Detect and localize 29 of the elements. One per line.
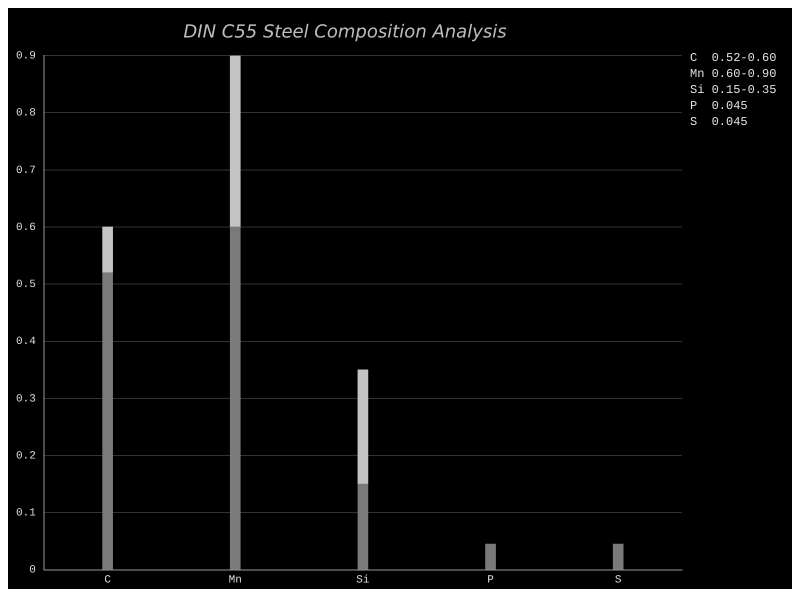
bar [102, 226, 113, 274]
bar [230, 56, 241, 228]
y-tick-label: 0.1 [16, 508, 36, 520]
bar [358, 484, 368, 570]
text: Si 0.15-0.35 [690, 82, 776, 97]
x-tick-label: P [487, 574, 494, 586]
y-tick-label: 0.6 [16, 222, 36, 234]
y-tick-label: 0 [29, 564, 36, 577]
bar [485, 544, 496, 570]
text: S 0.045 [690, 114, 748, 129]
chart-title: DIN C55 Steel Composition Analysis [183, 21, 507, 42]
bar [358, 370, 368, 484]
y-tick-label: 0.8 [16, 108, 36, 120]
y-tick-label: 0.2 [16, 450, 36, 462]
x-tick-label: Mn [228, 574, 242, 586]
y-tick-label: 0.3 [16, 393, 36, 406]
x-tick-label: Si [356, 574, 370, 586]
x-tick-label: S [614, 574, 622, 586]
bar [230, 226, 241, 570]
x-tick-label: C [104, 574, 112, 586]
y-tick-label: 0.7 [16, 164, 36, 177]
bar [102, 272, 113, 570]
y-tick-label: 0.4 [16, 336, 36, 348]
text: Mn 0.60-0.90 [690, 66, 776, 81]
bar [612, 544, 624, 570]
text: C 0.52-0.60 [690, 50, 776, 65]
y-tick-label: 0.9 [16, 50, 36, 63]
y-tick-label: 0.5 [16, 279, 36, 292]
text: P 0.045 [690, 98, 748, 113]
